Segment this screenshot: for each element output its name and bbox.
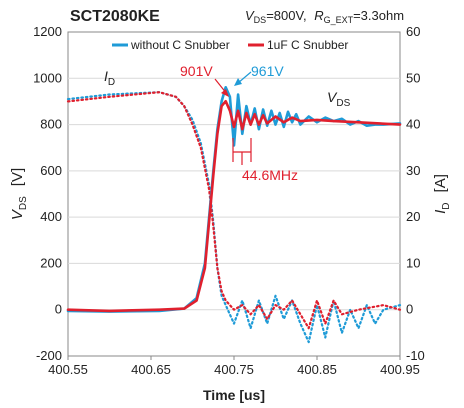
x-tick-label: 400.95 [380, 362, 420, 377]
y-left-tick-label: 400 [40, 209, 62, 224]
annotation-vds-sym: V [327, 89, 338, 105]
x-tick-label: 400.85 [297, 362, 337, 377]
y-left-tick-label: 1200 [33, 24, 62, 39]
y-right-tick-label: 50 [406, 70, 420, 85]
y-left-axis-label: VDS [V] [9, 168, 29, 220]
period-marker [232, 138, 252, 165]
y-right-ticks: -10 0 10 20 30 40 50 60 [406, 24, 425, 363]
conditions-text: VDS=800V, RG_EXT=3.3ohm [245, 8, 404, 25]
y-right-tick-label: 40 [406, 117, 420, 132]
y-right-tick-label: 60 [406, 24, 420, 39]
y-left-axis-sym: V [9, 208, 26, 220]
conditions-vds-sub: DS [254, 15, 267, 25]
y-left-tick-label: 1000 [33, 70, 62, 85]
annotation-id: ID [104, 68, 115, 88]
y-left-tick-label: 200 [40, 255, 62, 270]
annotation-961v: 961V [251, 63, 284, 79]
y-right-axis-sub: D [441, 202, 452, 209]
gridlines [68, 77, 400, 311]
y-right-axis-unit: [A] [432, 174, 449, 192]
y-left-tick-label: -200 [36, 348, 62, 363]
y-left-tick-label: 600 [40, 163, 62, 178]
series-line-id-1uf-c-snubber [66, 91, 402, 330]
y-left-tick-label: 800 [40, 117, 62, 132]
annotation-901v-arrowhead [221, 89, 229, 97]
annotation-id-sym: I [104, 68, 108, 84]
conditions-rg-sym: R [314, 8, 323, 23]
y-right-tick-label: 20 [406, 209, 420, 224]
plot-frame [67, 31, 401, 357]
x-tick-label: 400.55 [48, 362, 88, 377]
y-right-tick-label: -10 [406, 348, 425, 363]
x-axis-label: Time [us] [203, 387, 265, 403]
x-tick-label: 400.75 [214, 362, 254, 377]
chart-title: SCT2080KE [70, 8, 160, 25]
legend-label-without-c-snubber: without C Snubber [130, 38, 230, 52]
y-left-ticks: -200 0 200 400 600 800 1000 1200 [33, 24, 62, 363]
conditions-rg-sub: G_EXT [324, 15, 354, 25]
x-ticks: 400.55 400.65 400.75 400.85 400.95 [48, 356, 420, 377]
annotation-961v-arrowhead [234, 78, 242, 86]
legend-label-1uf-c-snubber: 1uF C Snubber [267, 38, 348, 52]
y-left-axis-unit: [V] [9, 168, 26, 186]
y-right-tick-label: 10 [406, 255, 420, 270]
annotation-id-sub: D [108, 77, 115, 88]
y-left-axis-sub: DS [18, 196, 29, 210]
annotation-901v: 901V [180, 63, 213, 79]
y-right-tick-label: 0 [406, 302, 413, 317]
y-right-axis-sym: I [432, 210, 449, 214]
y-left-tick-label: 0 [55, 302, 62, 317]
annotation-961v-arrow [237, 71, 252, 84]
x-tick-label: 400.65 [131, 362, 171, 377]
series-line-vds-1uf-c-snubber [66, 99, 402, 313]
annotation-vds: VDS [327, 89, 351, 109]
conditions-vds-sym: V [245, 8, 255, 23]
conditions-rg-val: =3.3ohm [353, 8, 404, 23]
legend: without C Snubber 1uF C Snubber [112, 38, 348, 52]
annotation-frequency: 44.6MHz [242, 167, 298, 183]
series-line-id-without-c-snubber [66, 91, 402, 344]
y-right-axis-label: ID [A] [432, 174, 452, 214]
conditions-vds-val: =800V, [266, 8, 306, 23]
series-group [66, 86, 402, 344]
y-right-tick-label: 30 [406, 163, 420, 178]
annotation-vds-sub: DS [336, 98, 350, 109]
